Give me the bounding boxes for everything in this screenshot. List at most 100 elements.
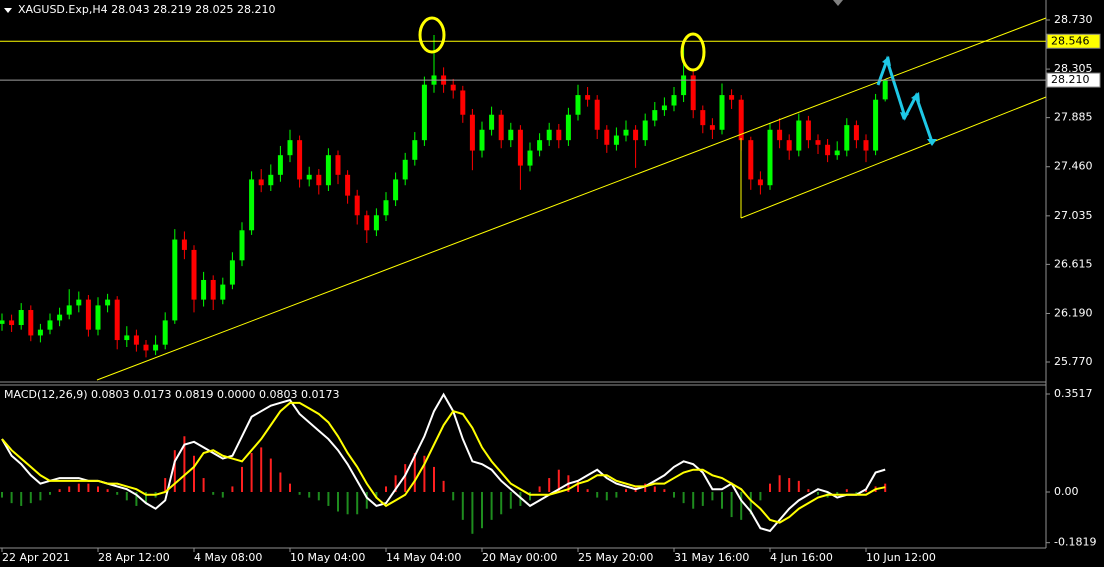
histogram-bar [29, 491, 32, 504]
candle-body [325, 155, 331, 186]
histogram-bar [701, 491, 704, 506]
histogram-bar [452, 491, 455, 501]
price-label: 28.546 [1051, 34, 1090, 47]
histogram-bar [164, 478, 167, 492]
histogram-bar [500, 491, 503, 515]
histogram-bar [538, 486, 541, 492]
trend-line [740, 96, 1047, 219]
histogram-bar [193, 455, 195, 492]
highlight-circle [418, 16, 446, 54]
candle-body [354, 195, 360, 216]
candle-body [210, 279, 216, 300]
candle-body [95, 305, 101, 330]
histogram-bar [365, 491, 368, 509]
candle-body [661, 105, 667, 111]
candle-body [738, 99, 744, 141]
candle-body [469, 114, 475, 151]
histogram-bar [20, 491, 23, 506]
candle-body [172, 239, 178, 321]
x-tick-label: 14 May 04:00 [386, 551, 461, 564]
candle-body [162, 320, 168, 345]
candle-body [537, 140, 543, 151]
candle-body [757, 179, 763, 186]
histogram-bar [87, 483, 90, 492]
candle-body [527, 150, 533, 166]
candle-body [805, 120, 811, 141]
candle-body [460, 90, 466, 115]
arrow-head [900, 112, 909, 120]
candle-body [652, 110, 658, 121]
candle-body [825, 144, 831, 156]
candle-body [28, 310, 34, 336]
histogram-bar [442, 480, 445, 492]
candle-body [18, 310, 24, 326]
histogram-bar [221, 491, 224, 498]
histogram-bar [615, 491, 618, 498]
candle-body [853, 125, 859, 141]
candle-body [47, 320, 53, 330]
histogram-bar [471, 491, 474, 534]
histogram-bar [269, 458, 272, 492]
histogram-bar [663, 489, 666, 492]
candle-body [229, 260, 235, 285]
chart-header: XAGUSD.Exp,H4 28.043 28.219 28.025 28.21… [18, 3, 276, 16]
y-tick-label: 27.035 [1054, 209, 1093, 222]
arrow-head [927, 139, 937, 146]
histogram-bar [49, 491, 51, 495]
histogram-bar [682, 491, 685, 504]
histogram-bar [721, 491, 723, 509]
histogram-bar [548, 478, 551, 492]
candle-body [421, 84, 427, 141]
candle-body [133, 335, 139, 345]
x-tick-label: 10 Jun 12:00 [866, 551, 936, 564]
candle-body [85, 299, 91, 330]
candle-body [642, 120, 648, 141]
histogram-bar [413, 452, 416, 492]
histogram-bar [202, 478, 205, 492]
histogram-bar [749, 491, 752, 515]
histogram-bar [125, 491, 128, 501]
candle-body [297, 140, 303, 180]
histogram-bar [845, 489, 848, 492]
candle-body [287, 140, 293, 156]
candle-body [9, 320, 15, 326]
histogram-bar [68, 486, 71, 492]
histogram-bar [673, 491, 675, 498]
candle-body [191, 249, 197, 300]
histogram-bar [145, 491, 147, 504]
y-tick-label: 26.615 [1054, 257, 1093, 270]
candle-body [393, 179, 399, 201]
histogram-bar [461, 491, 464, 520]
histogram-bar [817, 491, 819, 495]
candle-body [873, 99, 879, 151]
histogram-bar [855, 491, 858, 495]
histogram-bar [241, 466, 243, 492]
y-tick-label: 28.730 [1054, 13, 1093, 26]
candle-body [863, 140, 869, 151]
x-tick-label: 28 Apr 12:00 [98, 551, 170, 564]
candle-body [834, 150, 840, 156]
candle-body [450, 84, 456, 91]
histogram-bar [1, 491, 3, 498]
x-tick-label: 22 Apr 2021 [2, 551, 70, 564]
histogram-bar [644, 483, 647, 492]
histogram-bar [759, 491, 762, 501]
histogram-bar [529, 491, 531, 501]
candle-body [882, 80, 888, 100]
candle-body [258, 179, 264, 186]
candle-body [412, 140, 418, 160]
histogram-bar [77, 483, 80, 492]
candle-body [364, 215, 370, 231]
histogram-bar [279, 472, 282, 492]
candle-body [105, 299, 111, 306]
histogram-bar [289, 483, 291, 492]
candle-body [613, 135, 619, 145]
menu-icon[interactable] [4, 8, 12, 13]
candle-body [729, 95, 735, 100]
candle-body [335, 155, 341, 175]
histogram-bar [807, 489, 810, 492]
candle-body [844, 125, 850, 151]
histogram-bar [836, 491, 839, 495]
